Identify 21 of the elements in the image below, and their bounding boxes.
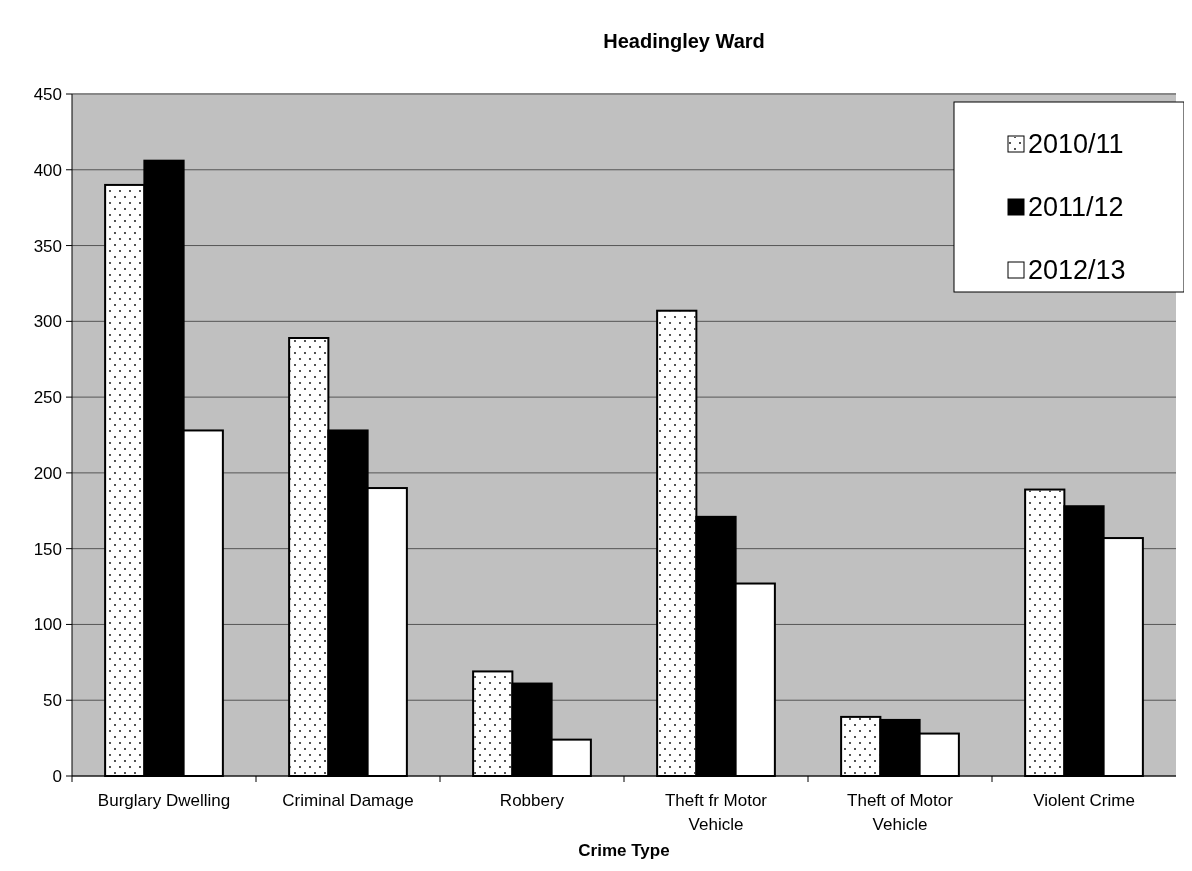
x-tick-label: Theft fr Motor Vehicle — [664, 791, 768, 834]
y-tick-label: 300 — [33, 312, 62, 332]
x-tick-label: Burglary Dwelling — [97, 791, 231, 810]
chart-title: Headingley Ward — [603, 30, 765, 52]
y-tick-label: 50 — [43, 691, 62, 711]
x-tick-label: Robbery — [499, 791, 565, 810]
y-tick-label: 200 — [33, 463, 62, 483]
y-tick-label: 400 — [33, 160, 62, 180]
x-axis-title: Crime Type — [578, 841, 670, 860]
x-tick-label: Violent Crime — [1033, 791, 1135, 810]
legend-label: 2012/13 — [1028, 255, 1126, 286]
x-tick-label: Theft of Motor Vehicle — [847, 791, 954, 834]
y-tick-label: 150 — [33, 539, 62, 559]
y-tick-label: 350 — [33, 236, 62, 256]
legend-label: 2011/12 — [1028, 192, 1124, 223]
y-tick-label: 250 — [33, 388, 62, 408]
y-tick-label: 450 — [33, 84, 62, 104]
legend-label: 2010/11 — [1028, 129, 1124, 160]
x-tick-label: Criminal Damage — [282, 791, 414, 810]
y-tick-label: 100 — [33, 615, 62, 635]
y-tick-label: 0 — [52, 766, 62, 786]
